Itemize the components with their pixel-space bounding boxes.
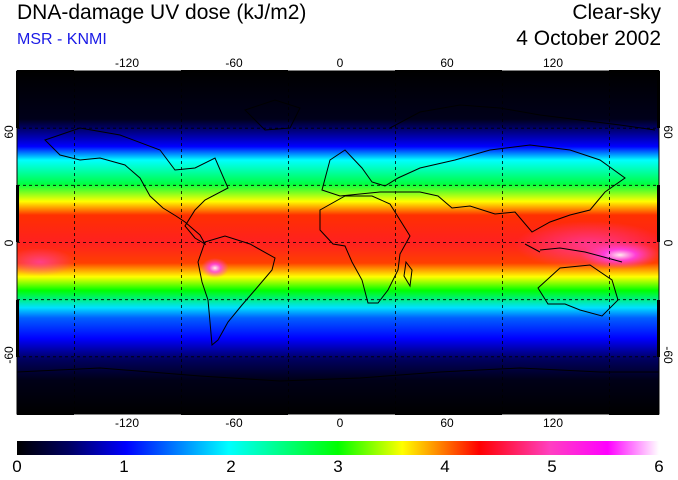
lat-tick-right: 0 [661, 240, 675, 247]
map-title: DNA-damage UV dose (kJ/m2) [17, 1, 307, 24]
sky-condition-label: Clear-sky [572, 1, 661, 24]
colorbar-label: 2 [226, 457, 236, 476]
lon-tick-top: 0 [337, 56, 344, 70]
lon-tick-bottom: 60 [440, 416, 454, 430]
lat-tick-right: -60 [661, 346, 675, 364]
lat-tick-left: -60 [2, 346, 16, 364]
lat-tick-left: 0 [2, 239, 16, 246]
source-label: MSR - KNMI [17, 31, 107, 48]
colorbar-label: 3 [333, 457, 343, 476]
date-label: 4 October 2002 [516, 27, 661, 50]
colorbar-label: 1 [119, 457, 129, 476]
colorbar [17, 441, 659, 455]
lon-tick-top: -120 [115, 56, 139, 70]
colorbar-label: 4 [440, 457, 450, 476]
lat-tick-right: 60 [661, 125, 675, 139]
lon-tick-bottom: -60 [225, 416, 243, 430]
lon-tick-bottom: -120 [115, 416, 139, 430]
colorbar-label: 5 [547, 457, 557, 476]
colorbar-label: 0 [12, 457, 22, 476]
lon-tick-bottom: 0 [337, 416, 344, 430]
coastlines [17, 99, 659, 382]
graticule [17, 71, 659, 414]
lon-tick-top: 120 [543, 56, 563, 70]
lat-tick-left: 60 [2, 125, 16, 139]
uv-hotspots [17, 221, 659, 278]
colorbar-label: 6 [654, 457, 664, 476]
lon-tick-top: -60 [225, 56, 243, 70]
lon-tick-bottom: 120 [543, 416, 563, 430]
lon-tick-top: 60 [440, 56, 454, 70]
map-frame [16, 70, 660, 415]
